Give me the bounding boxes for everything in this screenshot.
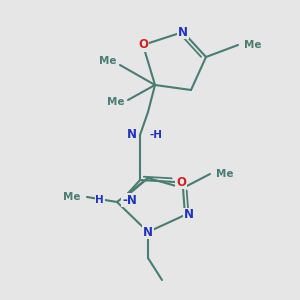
Text: Me: Me bbox=[98, 56, 116, 66]
Text: N: N bbox=[127, 128, 137, 142]
Text: N: N bbox=[184, 208, 194, 221]
Text: -H: -H bbox=[150, 130, 163, 140]
Text: O: O bbox=[138, 38, 148, 52]
Text: H: H bbox=[95, 195, 104, 205]
Text: Me: Me bbox=[64, 192, 81, 202]
Text: N: N bbox=[143, 226, 153, 238]
Text: Me: Me bbox=[106, 97, 124, 107]
Text: O: O bbox=[176, 176, 186, 188]
Text: Me: Me bbox=[244, 40, 262, 50]
Text: Me: Me bbox=[216, 169, 233, 179]
Text: N: N bbox=[178, 26, 188, 38]
Text: -N: -N bbox=[122, 194, 137, 206]
